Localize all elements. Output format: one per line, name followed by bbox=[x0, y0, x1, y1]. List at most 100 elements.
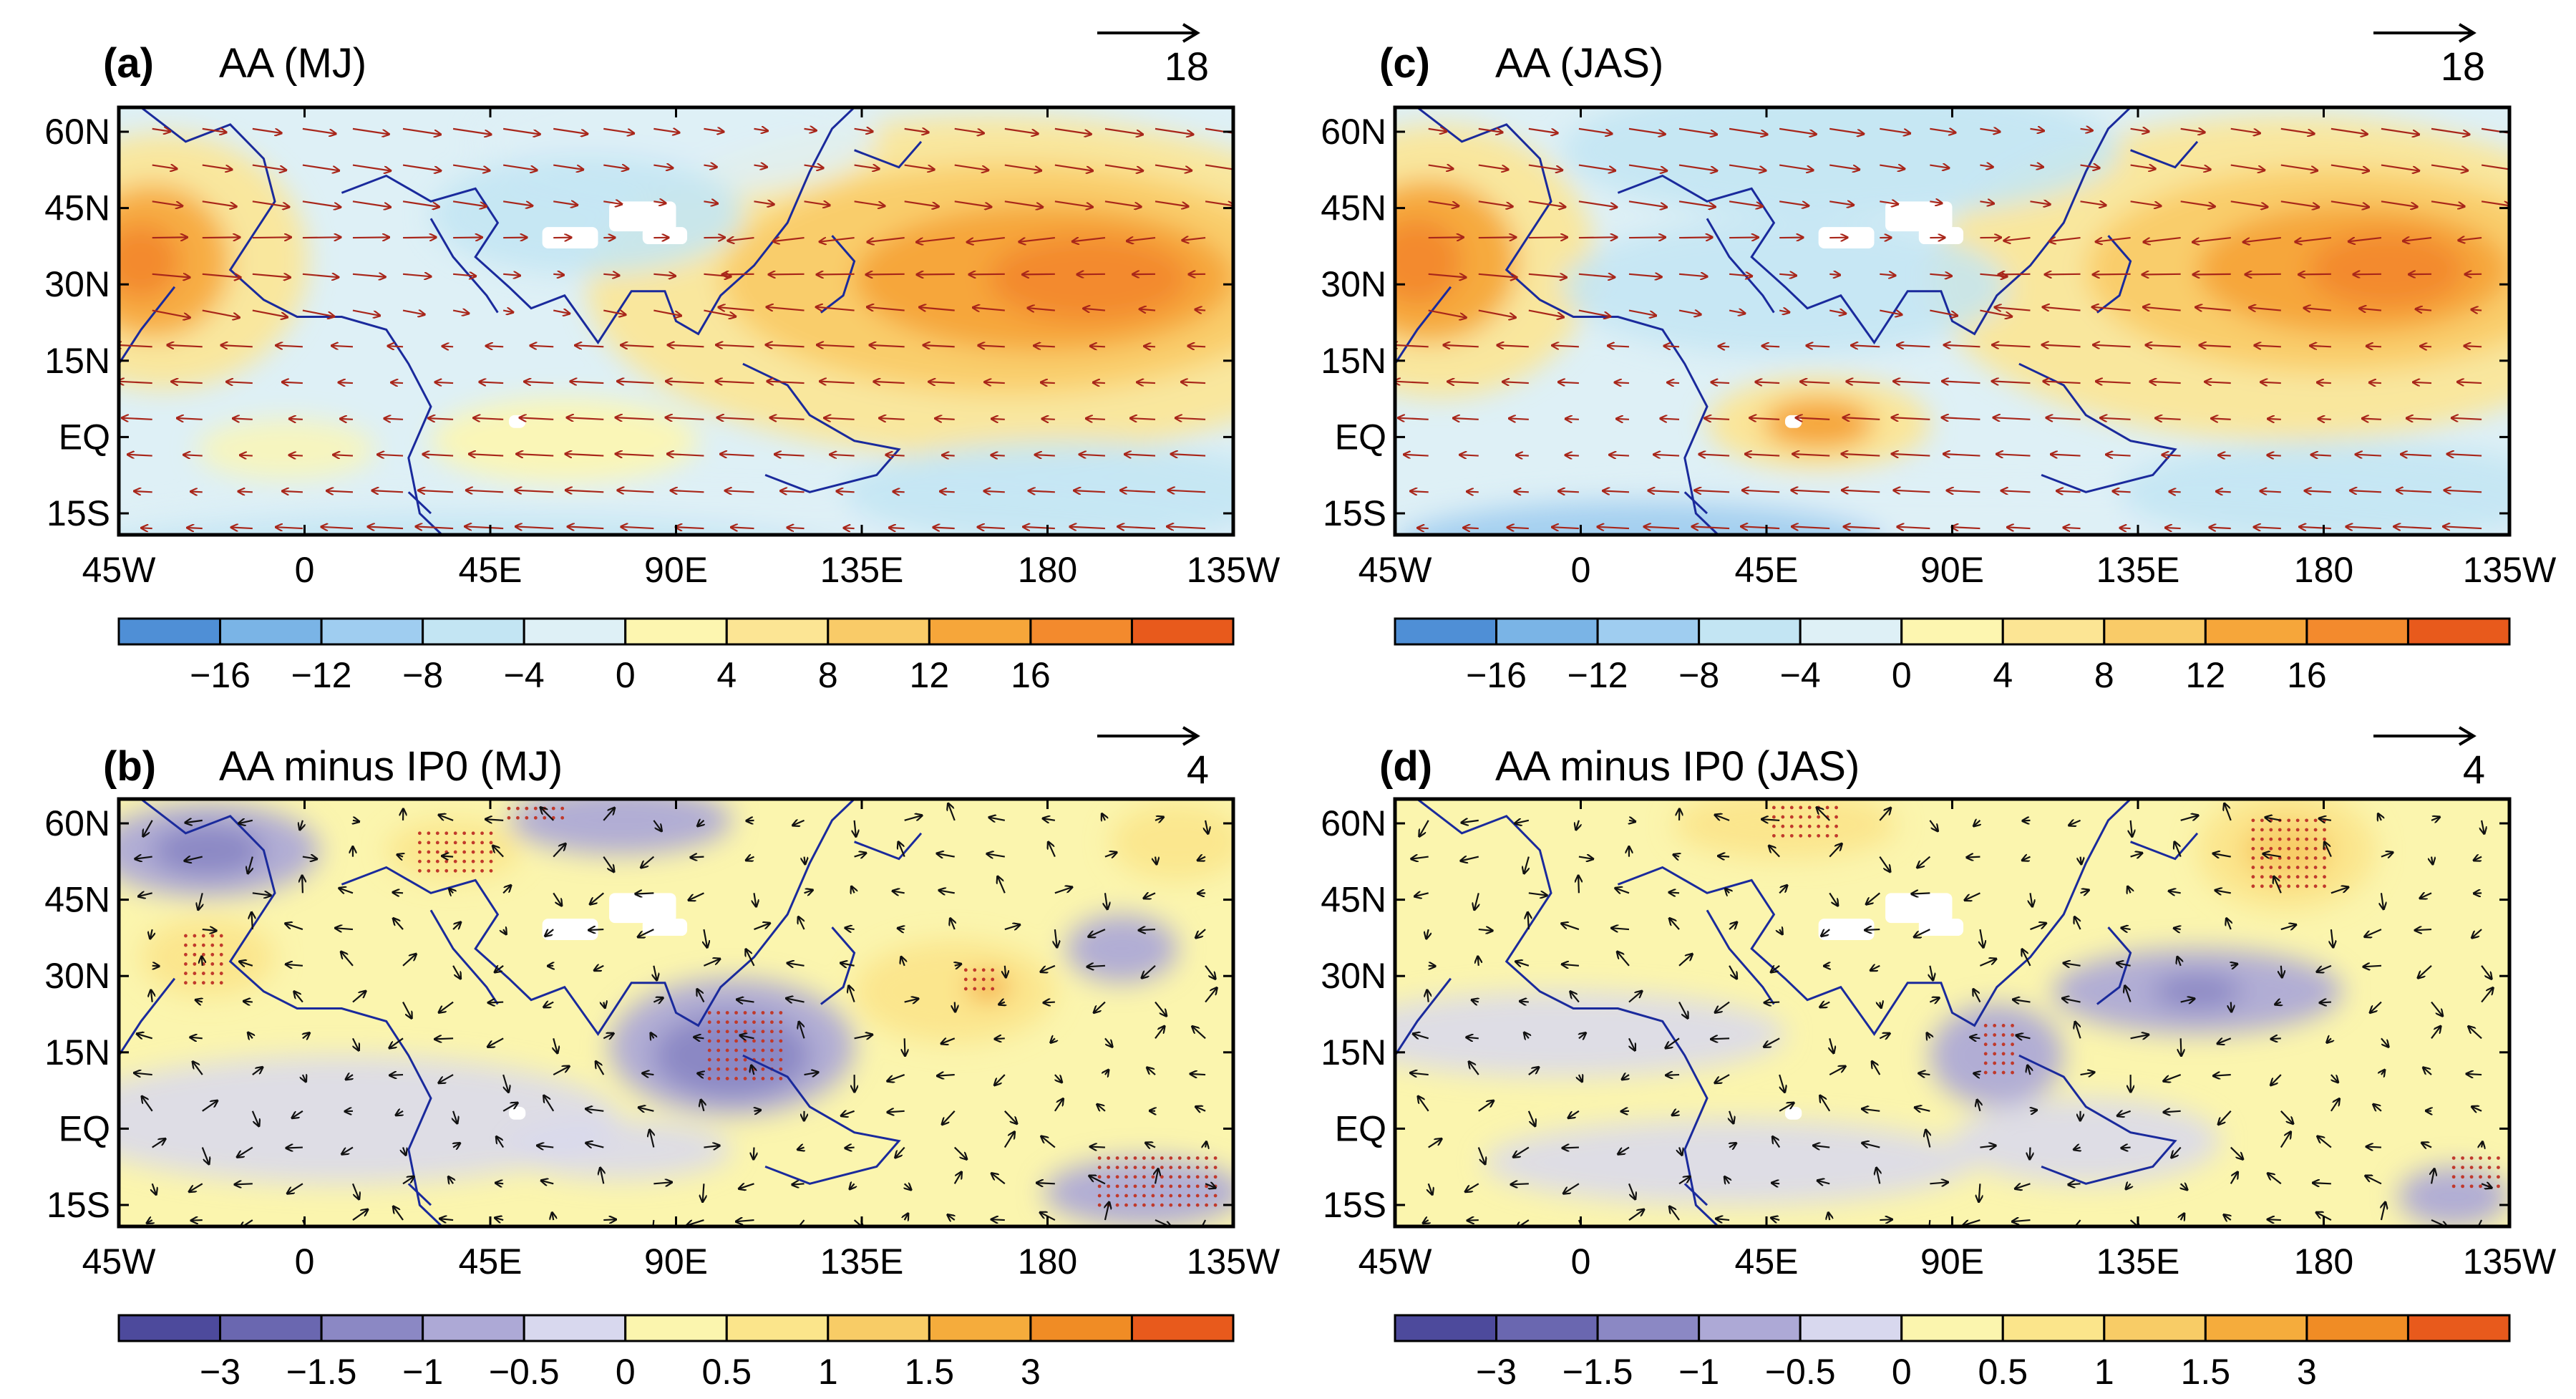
colorbar-swatch bbox=[2103, 617, 2207, 646]
field-contour bbox=[1484, 1119, 1975, 1206]
panel-letter: (b) bbox=[103, 743, 156, 790]
y-tick-label: 15S bbox=[47, 493, 110, 533]
colorbar-label: 0.5 bbox=[702, 1352, 752, 1392]
x-tick-label: 135E bbox=[2096, 550, 2180, 590]
colorbar-label: −0.5 bbox=[489, 1352, 560, 1392]
y-tick-label: EQ bbox=[59, 1108, 110, 1148]
colorbar-swatch bbox=[320, 1314, 424, 1342]
y-tick-label: 30N bbox=[44, 956, 110, 996]
missing-data-mask bbox=[642, 227, 688, 245]
colorbar-a: −16 −12 −8 −4 0 4 8 12 16 bbox=[117, 617, 1235, 695]
field-contour bbox=[653, 1012, 810, 1098]
colorbar-label: −1.5 bbox=[286, 1352, 357, 1392]
colorbar-swatch bbox=[219, 1314, 323, 1342]
x-tick-label: 45W bbox=[82, 550, 157, 590]
missing-data-mask bbox=[1784, 415, 1802, 428]
colorbar-label: −12 bbox=[291, 655, 352, 695]
reference-vector: 4 bbox=[2373, 726, 2485, 792]
field-contour bbox=[1930, 1004, 2064, 1107]
colorbar-label: −1 bbox=[402, 1352, 443, 1392]
colorbar-swatch bbox=[1495, 1314, 1599, 1342]
x-tick-label: 0 bbox=[295, 1241, 315, 1282]
field-contour bbox=[2242, 820, 2331, 881]
field-contour bbox=[119, 513, 791, 535]
field-contour bbox=[152, 824, 264, 876]
field-contour bbox=[2119, 440, 2509, 535]
colorbar-swatch bbox=[422, 1314, 525, 1342]
colorbar-swatch bbox=[117, 1314, 222, 1342]
significance-stipple bbox=[1097, 1156, 1217, 1207]
colorbar-label: 16 bbox=[1011, 655, 1051, 695]
missing-data-mask bbox=[1885, 893, 1953, 924]
colorbar-label: −16 bbox=[1466, 655, 1527, 695]
colorbar-label: −3 bbox=[200, 1352, 240, 1392]
x-tick-label: 45E bbox=[1735, 1241, 1799, 1282]
colorbar-swatch bbox=[2406, 617, 2511, 646]
y-tick-label: EQ bbox=[1335, 417, 1386, 457]
coastlines bbox=[119, 107, 923, 535]
x-tick-label: 180 bbox=[2294, 550, 2353, 590]
x-tick-label: 135E bbox=[2096, 1241, 2180, 1282]
x-tick-label: 135W bbox=[1187, 550, 1280, 590]
significance-stipple bbox=[1983, 1024, 2014, 1075]
colorbar-label: 4 bbox=[1993, 655, 2013, 695]
missing-data-mask bbox=[609, 201, 676, 232]
colorbar-swatch bbox=[1799, 617, 1903, 646]
y-tick-label: EQ bbox=[1335, 1108, 1386, 1148]
colorbar-label: 0 bbox=[1892, 1352, 1912, 1392]
missing-data-mask bbox=[642, 919, 688, 936]
colorbar-swatch bbox=[928, 617, 1032, 646]
colorbar-label: 1 bbox=[2094, 1352, 2114, 1392]
colorbar-swatch bbox=[219, 617, 323, 646]
y-tick-label: 30N bbox=[1321, 264, 1386, 304]
panel-title: AA (JAS) bbox=[1495, 40, 1663, 87]
y-tick-label: 30N bbox=[44, 264, 110, 304]
colorbar-swatch bbox=[1698, 617, 1802, 646]
colorbar-swatch bbox=[523, 617, 627, 646]
colorbar-swatch bbox=[624, 617, 728, 646]
field-contour bbox=[854, 940, 1055, 1043]
colorbar-swatch bbox=[1799, 1314, 1903, 1342]
colorbar-swatch bbox=[2305, 617, 2409, 646]
colorbar-label: −12 bbox=[1568, 655, 1628, 695]
panel-letter: (a) bbox=[103, 40, 154, 87]
y-tick-label: 15N bbox=[44, 341, 110, 381]
colorbar-label: 4 bbox=[716, 655, 737, 695]
x-tick-label: 135E bbox=[820, 1241, 904, 1282]
x-tick-label: 90E bbox=[1920, 550, 1984, 590]
field-contour bbox=[196, 419, 376, 480]
colorbar-label: −8 bbox=[1678, 655, 1719, 695]
x-tick-label: 180 bbox=[2294, 1241, 2353, 1282]
colorbar-swatch bbox=[1130, 617, 1235, 646]
colorbar-swatch bbox=[1698, 1314, 1802, 1342]
colorbar-swatch bbox=[422, 617, 525, 646]
map-area-c bbox=[1395, 107, 2509, 535]
colorbar-swatch bbox=[2406, 1314, 2511, 1342]
missing-data-mask bbox=[1784, 1106, 1802, 1120]
field-contour bbox=[1395, 991, 1785, 1078]
coastlines bbox=[1395, 107, 2199, 535]
colorbar-label: −16 bbox=[190, 655, 251, 695]
colorbar-swatch bbox=[523, 1314, 627, 1342]
colorbar-label: 3 bbox=[1021, 1352, 1041, 1392]
y-tick-label: 15S bbox=[47, 1185, 110, 1225]
reference-vector: 4 bbox=[1097, 726, 1209, 792]
field-contour bbox=[2398, 1166, 2509, 1226]
x-tick-label: 0 bbox=[295, 550, 315, 590]
reference-vector: 18 bbox=[1097, 23, 1209, 89]
colorbar-label: 1 bbox=[818, 1352, 838, 1392]
colorbar-label: −4 bbox=[1780, 655, 1821, 695]
shaded-field bbox=[119, 799, 1233, 1226]
shaded-field bbox=[119, 107, 1233, 535]
significance-stipple bbox=[1771, 805, 1838, 838]
panel-letter: (d) bbox=[1379, 743, 1432, 790]
x-tick-label: 180 bbox=[1018, 550, 1077, 590]
colorbar-swatch bbox=[624, 1314, 728, 1342]
x-tick-label: 135E bbox=[820, 550, 904, 590]
field-contour bbox=[430, 397, 699, 484]
colorbar-label: −3 bbox=[1476, 1352, 1517, 1392]
missing-data-mask bbox=[508, 1106, 526, 1120]
missing-data-mask bbox=[542, 919, 598, 941]
reference-vector-label: 4 bbox=[1187, 747, 1209, 792]
missing-data-mask bbox=[1918, 227, 1964, 245]
